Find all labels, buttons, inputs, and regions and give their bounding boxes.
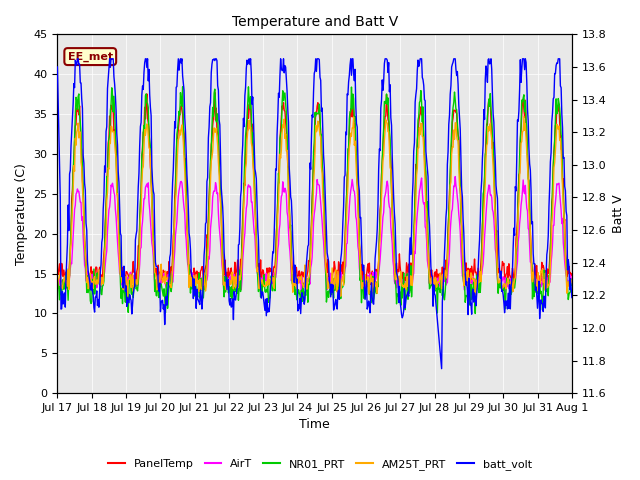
Y-axis label: Temperature (C): Temperature (C) — [15, 163, 28, 264]
Title: Temperature and Batt V: Temperature and Batt V — [232, 15, 397, 29]
X-axis label: Time: Time — [300, 419, 330, 432]
Legend: PanelTemp, AirT, NR01_PRT, AM25T_PRT, batt_volt: PanelTemp, AirT, NR01_PRT, AM25T_PRT, ba… — [104, 455, 536, 474]
Y-axis label: Batt V: Batt V — [612, 194, 625, 233]
Text: EE_met: EE_met — [68, 51, 113, 62]
